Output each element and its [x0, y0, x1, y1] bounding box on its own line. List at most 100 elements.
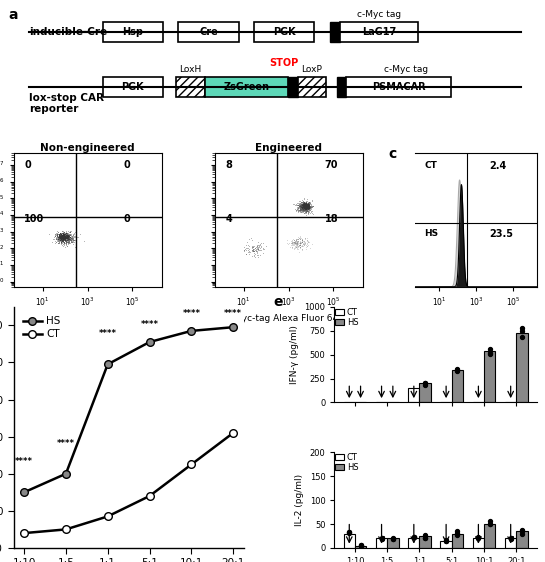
Point: [57, 237, 66, 246]
Point: [302, 201, 311, 210]
Point: [298, 237, 306, 246]
Point: [296, 199, 305, 208]
Point: [298, 235, 306, 244]
Point: [356, 541, 365, 550]
Point: [65, 234, 74, 243]
Point: [297, 204, 306, 213]
Point: [57, 232, 66, 241]
Point: [301, 199, 310, 208]
Point: [293, 240, 301, 249]
Point: [300, 240, 309, 249]
Point: [59, 232, 68, 241]
Point: [290, 238, 299, 247]
Point: [61, 236, 70, 245]
Point: [302, 200, 311, 209]
Point: [70, 229, 79, 238]
Point: [57, 232, 65, 241]
Point: [298, 203, 306, 212]
Point: [302, 209, 311, 217]
Point: [301, 201, 310, 210]
Point: [300, 202, 308, 211]
Point: [65, 229, 74, 238]
Point: [304, 202, 313, 211]
Point: [245, 250, 253, 259]
Point: [301, 203, 310, 212]
Point: [453, 527, 462, 536]
Title: Non-engineered: Non-engineered: [40, 143, 135, 152]
Point: [57, 232, 66, 241]
Point: [59, 230, 68, 239]
Point: [58, 234, 67, 243]
Point: [245, 242, 253, 251]
Point: [67, 236, 76, 245]
Point: [298, 205, 306, 214]
Point: [299, 202, 307, 211]
Point: [300, 202, 308, 211]
Point: [302, 202, 311, 211]
Point: [300, 200, 308, 209]
Point: [58, 230, 67, 239]
Point: [298, 199, 306, 208]
HS: [188, 328, 195, 334]
Point: [288, 239, 297, 248]
X-axis label: PSMACAR - Alexa Fluor 647: PSMACAR - Alexa Fluor 647: [419, 314, 534, 323]
Point: [258, 245, 267, 254]
Point: [300, 201, 309, 210]
Point: [58, 232, 67, 241]
Point: [69, 233, 77, 242]
Point: [58, 232, 67, 241]
Point: [292, 241, 301, 250]
Point: [63, 232, 72, 241]
Point: [61, 232, 70, 241]
Point: [302, 204, 311, 213]
Point: [58, 235, 67, 244]
Point: [301, 203, 310, 212]
Point: [486, 349, 494, 358]
Point: [58, 232, 66, 241]
Point: [62, 229, 70, 238]
Point: [299, 202, 307, 211]
Point: [68, 238, 76, 247]
Point: [56, 229, 64, 238]
Point: [45, 229, 54, 238]
Point: [61, 228, 70, 237]
Point: [244, 234, 253, 243]
Point: [61, 232, 70, 241]
Point: [55, 235, 64, 244]
Point: [298, 204, 307, 213]
Point: [59, 233, 68, 242]
Point: [65, 233, 74, 242]
Point: [294, 238, 302, 247]
Point: [62, 237, 71, 246]
Point: [296, 203, 305, 212]
Point: [299, 200, 307, 209]
Point: [65, 233, 74, 242]
Point: [291, 242, 300, 251]
Point: [301, 202, 310, 211]
Point: [291, 237, 300, 246]
Point: [62, 235, 70, 244]
Point: [518, 525, 526, 534]
Point: [301, 201, 310, 210]
Point: [301, 200, 310, 209]
Point: [60, 234, 69, 243]
Point: [304, 209, 313, 218]
Point: [54, 235, 63, 244]
CT: [188, 461, 195, 468]
Point: [253, 250, 262, 259]
Point: [239, 246, 248, 255]
Point: [299, 200, 307, 209]
Point: [64, 233, 72, 242]
Point: [300, 194, 308, 203]
Point: [58, 230, 67, 239]
Point: [54, 238, 63, 247]
Point: [303, 203, 312, 212]
Point: [68, 233, 77, 242]
Point: [59, 237, 68, 246]
Point: [58, 229, 67, 238]
Point: [297, 202, 306, 211]
Point: [58, 233, 66, 242]
Point: [53, 235, 62, 244]
Point: [304, 203, 313, 212]
Point: [299, 203, 307, 212]
